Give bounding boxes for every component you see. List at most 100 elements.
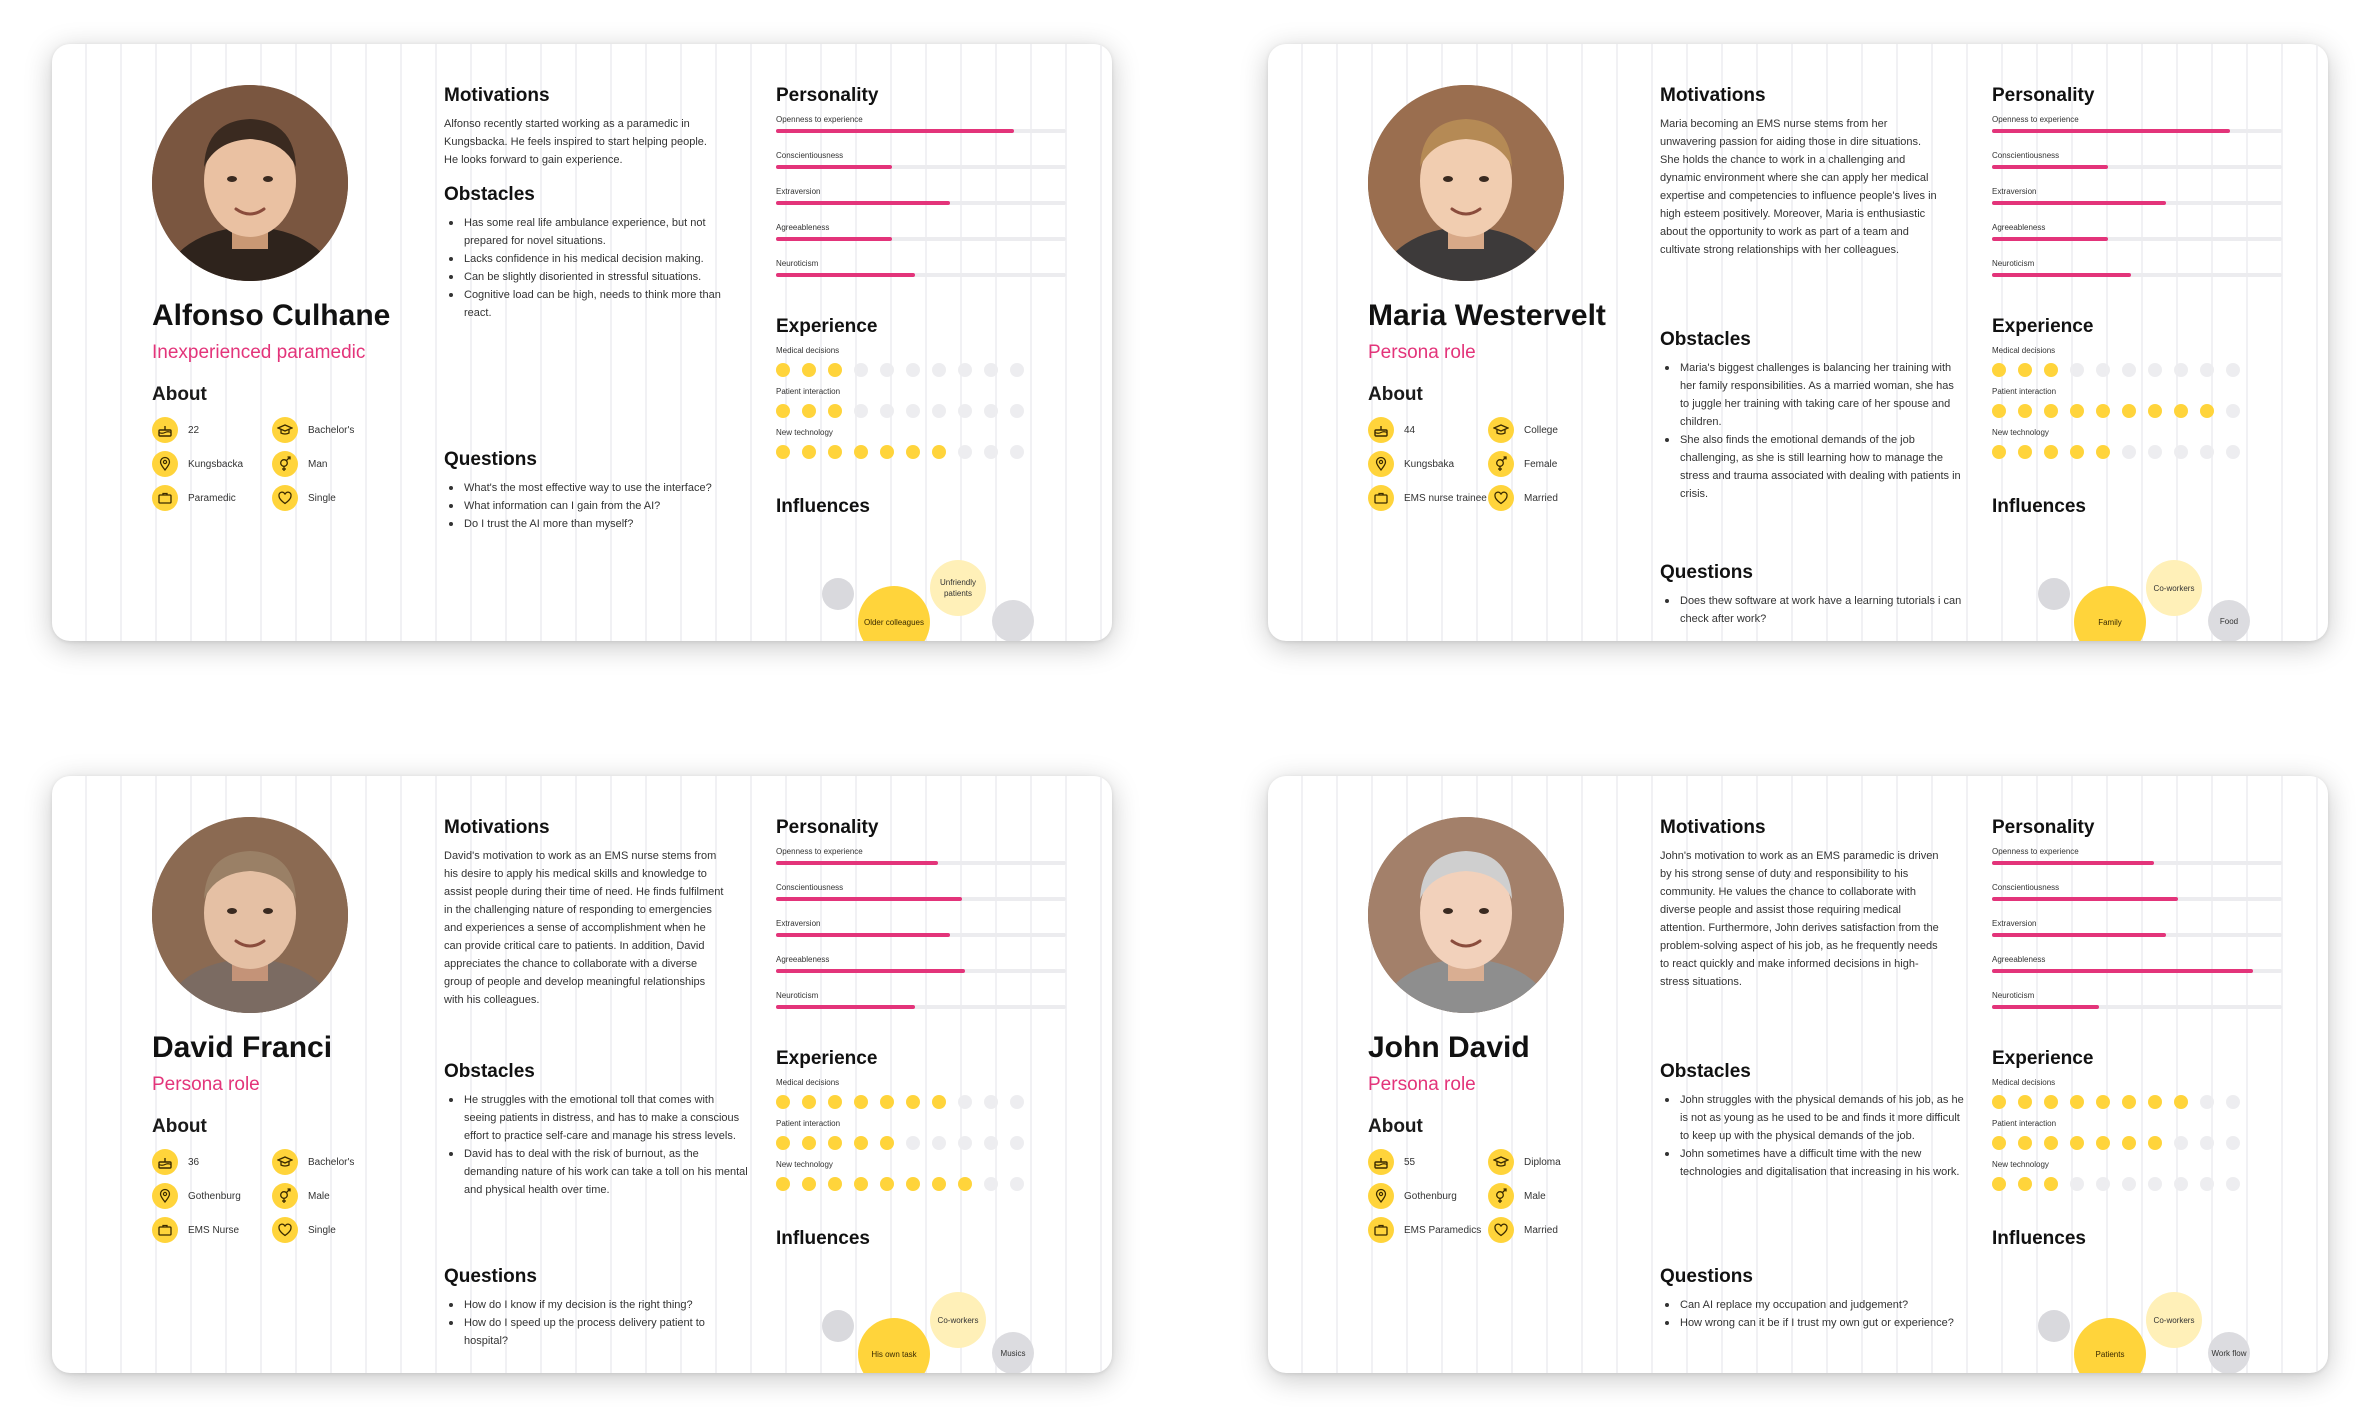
experience-rating [776,1095,1066,1109]
question-item: What's the most effective way to use the… [444,479,749,497]
about-item: 36 [152,1149,272,1175]
experience-rating [776,1177,1066,1191]
experience-rating [1992,363,2282,377]
persona-profile: Alfonso Culhane Inexperienced paramedic Ab… [142,44,392,641]
trait-label: Extraversion [776,187,821,196]
about-list: 55 Diploma Gothenburg Male EMS Paramedics Mar… [1368,1149,1608,1243]
rating-dot-empty [932,363,946,377]
about-value: EMS Nurse [188,1224,240,1236]
trait-label: Conscientiousness [1992,151,2060,160]
rating-dot-filled [802,1177,816,1191]
cake-icon [1368,417,1394,443]
rating-dot-empty [2200,363,2214,377]
rating-dot-filled [802,1095,816,1109]
persona-name: Maria Westervelt [1368,299,1606,332]
rating-dot-empty [2096,1177,2110,1191]
rating-dot-empty [984,363,998,377]
rating-dot-empty [854,363,868,377]
influence-bubble [992,600,1034,641]
rating-dot-empty [2148,445,2162,459]
motivations-heading: Motivations [1660,817,1766,838]
trait-label: Openness to experience [776,115,863,124]
experience-row: New technology [776,1160,1066,1201]
personality-trait: Extraversion [1992,919,2282,955]
rating-dot-filled [2018,1095,2032,1109]
personality-trait: Agreeableness [1992,223,2282,259]
rating-dot-filled [2044,1095,2058,1109]
about-list: 22 Bachelor's Kungsbacka Man Paramedic Single [152,417,392,511]
rating-dot-empty [2226,1136,2240,1150]
influence-bubble: Work flow [2208,1332,2250,1373]
avatar [152,817,348,1013]
location-pin-icon [152,1183,178,1209]
trait-bar-track [1992,1005,2282,1009]
trait-bar-fill [1992,201,2166,205]
trait-label: Neuroticism [776,259,819,268]
rating-dot-filled [906,445,920,459]
about-item: Male [272,1183,392,1209]
trait-bar-fill [1992,165,2108,169]
rating-dot-empty [2226,1095,2240,1109]
trait-label: Neuroticism [776,991,819,1000]
persona-narrative: Motivations Maria becoming an EMS nurse s… [1660,44,1965,641]
rating-dot-filled [854,1136,868,1150]
rating-dot-filled [880,1177,894,1191]
briefcase-icon [1368,485,1394,511]
rating-dot-filled [2070,1095,2084,1109]
gender-icon [272,451,298,477]
trait-bar-track [776,165,1066,169]
trait-bar-fill [776,933,950,937]
experience-label: Medical decisions [776,346,840,355]
rating-dot-empty [906,1136,920,1150]
graduation-cap-icon [272,417,298,443]
rating-dot-filled [932,1095,946,1109]
rating-dot-empty [2226,404,2240,418]
gender-icon [1488,1183,1514,1209]
rating-dot-empty [880,363,894,377]
motivations-heading: Motivations [444,85,550,106]
experience-rating [776,445,1066,459]
rating-dot-filled [2044,1177,2058,1191]
experience-rating [1992,404,2282,418]
rating-dot-filled [1992,1136,2006,1150]
questions-list: How do I know if my decision is the righ… [444,1296,749,1350]
obstacle-item: He struggles with the emotional toll tha… [444,1091,749,1145]
obstacle-item: Can be slightly disoriented in stressful… [444,268,749,286]
experience-rating [1992,1177,2282,1191]
experience-label: Patient interaction [776,387,841,396]
trait-bar-fill [776,861,939,865]
experience-label: New technology [1992,1160,2049,1169]
rating-dot-filled [1992,445,2006,459]
about-heading: About [152,1116,207,1137]
personality-section: Personality Openness to experience Conscie… [1992,85,2282,295]
about-list: 44 College Kungsbaka Female EMS nurse traine… [1368,417,1608,511]
trait-label: Agreeableness [776,223,830,232]
influences-heading: Influences [776,496,870,517]
personality-trait: Neuroticism [776,991,1066,1027]
obstacles-section: Obstacles Has some real life ambulance ex… [444,184,749,322]
motivations-section: Motivations Maria becoming an EMS nurse s… [1660,85,1940,259]
personality-section: Personality Openness to experience Conscie… [1992,817,2282,1027]
about-value: Gothenburg [1404,1190,1457,1202]
rating-dot-filled [776,1136,790,1150]
experience-rating [776,1136,1066,1150]
rating-dot-filled [958,1177,972,1191]
experience-section: Experience Medical decisions Patient inter… [776,1048,1066,1201]
gender-icon [272,1183,298,1209]
rating-dot-empty [2122,445,2136,459]
motivations-heading: Motivations [1660,85,1766,106]
rating-dot-empty [2226,1177,2240,1191]
rating-dot-filled [880,1095,894,1109]
trait-label: Agreeableness [1992,955,2046,964]
about-item: College [1488,417,1608,443]
about-value: 44 [1404,424,1416,436]
personality-trait: Openness to experience [776,115,1066,151]
rating-dot-empty [2226,445,2240,459]
rating-dot-filled [828,363,842,377]
experience-rating [1992,445,2282,459]
about-item: Paramedic [152,485,272,511]
trait-label: Conscientiousness [1992,883,2060,892]
personality-heading: Personality [1992,85,2095,106]
experience-row: Patient interaction [1992,387,2282,428]
rating-dot-filled [906,1095,920,1109]
